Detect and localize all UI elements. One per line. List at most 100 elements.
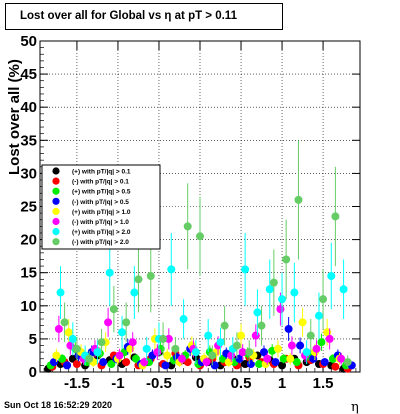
data-point	[63, 361, 72, 370]
data-point	[54, 324, 63, 333]
legend-entry: (+) with pT/|q| > 2.0	[72, 229, 131, 236]
data-point	[286, 354, 295, 363]
data-point	[257, 321, 266, 330]
legend-marker	[52, 167, 60, 175]
data-points	[44, 140, 356, 373]
data-point	[122, 358, 131, 367]
data-point	[306, 331, 315, 340]
x-tick-label: -0.5	[146, 375, 172, 392]
data-point	[241, 265, 250, 274]
legend-entry: (-) with pT/|q| > 1.0	[72, 219, 129, 226]
data-point	[52, 351, 61, 360]
x-tick-label: 0.5	[231, 375, 252, 392]
data-point	[191, 348, 200, 357]
data-point	[312, 344, 321, 353]
data-point	[60, 318, 69, 327]
y-tick-label: 0	[29, 364, 37, 381]
data-point	[339, 285, 348, 294]
y-tick-label: 25	[20, 199, 37, 216]
legend-entry: (+) with pT/|q| > 1.0	[72, 209, 131, 216]
data-point	[132, 354, 140, 363]
legend-marker	[52, 207, 60, 215]
legend-entry: (-) with pT/|q| > 0.1	[72, 179, 129, 186]
data-point	[245, 348, 254, 357]
legend: (+) with pT/|q| > 0.1 (-) with pT/|q| > 0…	[41, 164, 161, 250]
data-point	[238, 348, 247, 357]
y-axis-label: Lost over all (%)	[6, 59, 23, 175]
data-point	[331, 362, 340, 371]
data-point	[93, 348, 102, 357]
legend-marker	[52, 177, 60, 185]
data-point	[109, 305, 118, 314]
data-point	[302, 348, 311, 357]
legend-marker	[52, 197, 60, 205]
data-point	[220, 321, 229, 330]
legend-marker	[52, 187, 60, 195]
data-point	[290, 288, 299, 297]
y-tick-label: 10	[20, 298, 37, 315]
data-point	[237, 331, 246, 340]
data-point	[278, 295, 287, 304]
data-point	[276, 305, 285, 314]
x-tick-label: 1	[278, 375, 286, 392]
data-point	[298, 318, 307, 327]
data-point	[159, 334, 168, 343]
data-point	[163, 351, 172, 360]
data-point	[216, 338, 225, 347]
chart-title: Lost over all for Global vs η at pT > 0.…	[5, 3, 283, 30]
legend-entry: (+) with pT/|q| > 0.1	[72, 169, 131, 176]
data-point	[99, 358, 108, 367]
y-tick-label: 35	[20, 132, 37, 149]
x-axis-label: η	[351, 400, 359, 414]
data-point	[241, 360, 250, 369]
data-point	[255, 360, 264, 369]
data-point	[314, 311, 323, 320]
data-point	[320, 358, 329, 367]
data-point	[68, 334, 77, 343]
y-tick-label: 5	[29, 331, 37, 348]
x-tick-label: 1.5	[313, 375, 334, 392]
data-point	[134, 275, 143, 284]
data-point	[153, 348, 162, 357]
data-point	[164, 334, 173, 343]
data-point	[202, 358, 211, 367]
data-point	[251, 331, 260, 340]
data-point	[327, 272, 336, 281]
y-tick-label: 20	[20, 232, 37, 249]
data-point	[97, 338, 106, 347]
data-point	[171, 344, 180, 353]
data-point	[196, 232, 204, 241]
timestamp: Sun Oct 18 16:52:29 2020	[4, 400, 113, 410]
data-point	[72, 360, 81, 369]
data-point	[260, 348, 268, 357]
y-tick-label: 15	[20, 265, 37, 282]
data-point	[167, 265, 176, 274]
data-point	[273, 344, 282, 353]
data-point	[232, 341, 241, 350]
x-tick-label: -1	[111, 375, 124, 392]
data-point	[85, 354, 94, 363]
data-point	[287, 341, 296, 350]
data-point	[331, 212, 340, 221]
data-point	[279, 354, 288, 363]
data-point	[296, 341, 305, 350]
y-tick-label: 45	[20, 66, 37, 83]
legend-box	[41, 164, 161, 250]
y-tick-label: 40	[20, 99, 37, 116]
data-point	[115, 351, 124, 360]
data-point	[179, 315, 188, 324]
data-point	[265, 285, 274, 294]
data-point	[284, 324, 293, 333]
data-point	[130, 288, 139, 297]
data-point	[319, 295, 328, 304]
x-tick-label: -1.5	[64, 375, 90, 392]
data-point	[56, 288, 65, 297]
y-tick-label: 30	[20, 165, 37, 182]
data-point	[107, 360, 116, 369]
data-point	[128, 338, 137, 347]
data-point	[292, 358, 301, 367]
data-point	[337, 354, 346, 363]
legend-entry: (+) with pT/|q| > 0.5	[72, 189, 131, 196]
data-point	[263, 354, 272, 363]
